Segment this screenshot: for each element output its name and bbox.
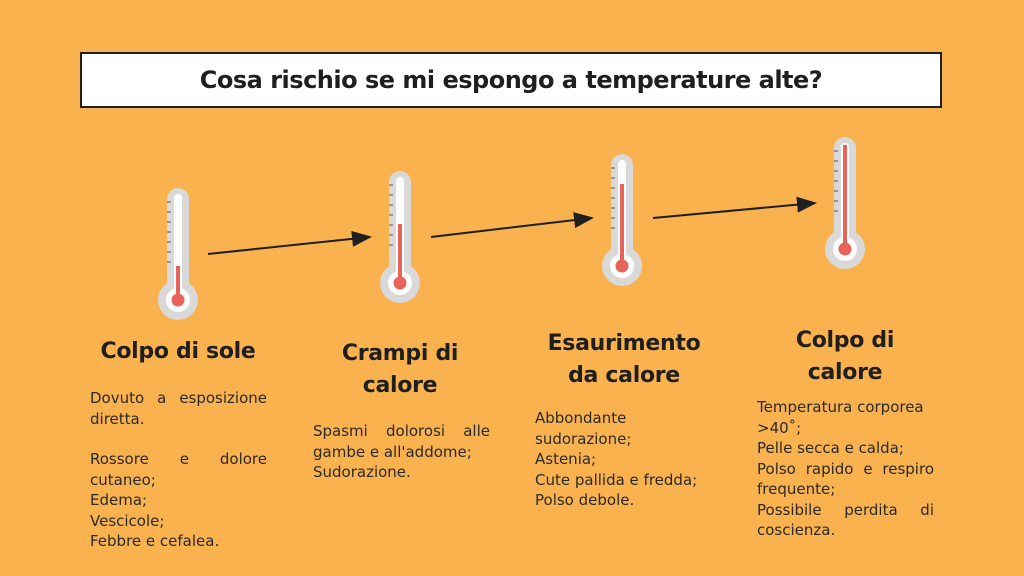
stage-2-heading: Crampi di calore bbox=[341, 341, 459, 398]
mercury-level bbox=[176, 266, 180, 296]
mercury-level bbox=[620, 184, 624, 262]
stage-1-description: Dovuto a esposizione diretta. Rossore e … bbox=[90, 389, 267, 550]
arrow-3 bbox=[652, 196, 817, 219]
stage-2-description: Spasmi dolorosi alle gambe e all'addome;… bbox=[313, 422, 490, 481]
arrow-1 bbox=[207, 230, 372, 255]
thermometer-icon bbox=[380, 171, 420, 303]
thermometer-icon bbox=[825, 137, 865, 269]
stage-3-description: Abbondante sudorazione; Astenia; Cute pa… bbox=[535, 409, 698, 509]
mercury-level bbox=[843, 145, 847, 245]
page-title: Cosa rischio se mi espongo a temperature… bbox=[199, 66, 823, 94]
mercury-level bbox=[398, 224, 402, 279]
title-box: Cosa rischio se mi espongo a temperature… bbox=[80, 52, 942, 108]
stage-4-description: Temperatura corporea >40˚; Pelle secca e… bbox=[757, 398, 934, 539]
stage-3-heading: Esaurimento da calore bbox=[547, 331, 701, 388]
thermometer-icon bbox=[602, 154, 642, 286]
arrow-2 bbox=[430, 212, 594, 238]
thermometer-icon bbox=[158, 188, 198, 320]
stage-4-heading: Colpo di calore bbox=[795, 328, 895, 385]
stage-1-heading: Colpo di sole bbox=[100, 339, 256, 364]
